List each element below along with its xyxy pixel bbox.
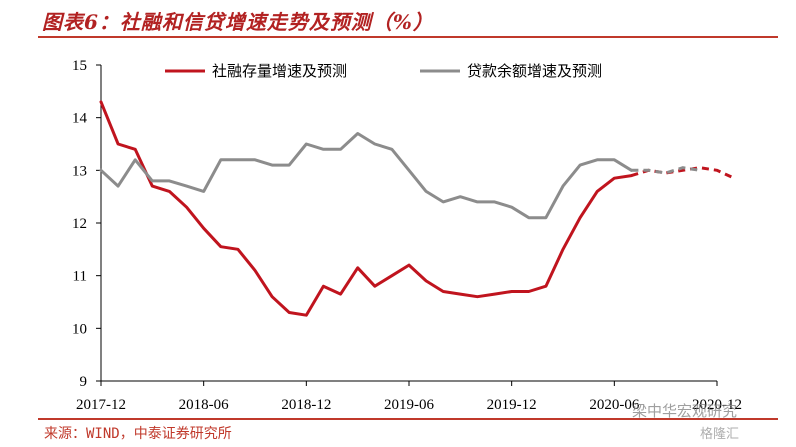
x-tick-label: 2020-06	[589, 397, 639, 413]
chart-title: 图表6：社融和信贷增速走势及预测（%）	[42, 10, 434, 34]
series-line-1	[99, 100, 633, 317]
y-tick-label: 12	[72, 216, 87, 232]
x-tick-label: 2020-12	[692, 397, 742, 413]
y-tick-label: 9	[80, 374, 88, 390]
y-tick-label: 11	[73, 269, 87, 285]
x-tick-label: 2018-06	[179, 397, 229, 413]
series-lines	[99, 100, 735, 317]
source-note: 来源：WIND，中泰证券研究所	[44, 426, 232, 442]
watermark-logo-text: 格隆汇	[700, 427, 740, 442]
bottom-divider	[38, 418, 778, 420]
x-tick-label: 2019-12	[487, 397, 537, 413]
title-divider	[38, 36, 778, 38]
y-tick-label: 10	[72, 321, 87, 337]
tick-labels: 9 10 11 12 13 14 15 2017-12 2018-06 2018-12 2019-0…	[72, 58, 742, 413]
y-tick-label: 15	[72, 58, 87, 74]
legend-label-1: 社融存量增速及预测	[212, 62, 347, 80]
series-line-2	[99, 132, 633, 220]
x-tick-label: 2017-12	[76, 397, 126, 413]
forecast-line-2	[631, 166, 701, 175]
legend: 社融存量增速及预测 贷款余额增速及预测	[165, 62, 602, 80]
y-tick-label: 13	[72, 163, 87, 179]
x-tick-label: 2018-12	[281, 397, 331, 413]
x-tick-label: 2019-06	[384, 397, 434, 413]
legend-label-2: 贷款余额增速及预测	[467, 62, 602, 80]
watermark-text: 梁中华宏观研究	[632, 402, 738, 420]
y-tick-label: 14	[72, 111, 88, 127]
axes	[96, 64, 718, 386]
